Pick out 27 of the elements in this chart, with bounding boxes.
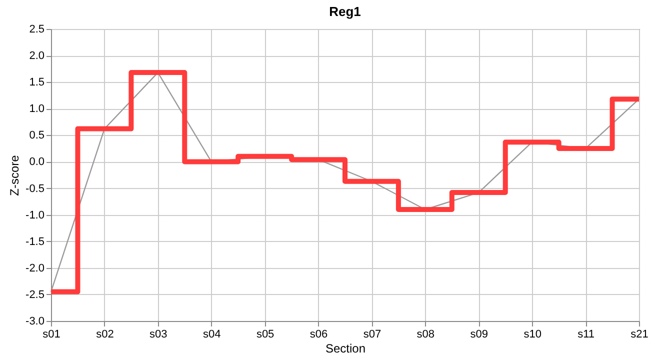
x-tick-label: s02 bbox=[96, 328, 114, 340]
x-tick-label: s05 bbox=[256, 328, 274, 340]
x-tick-label: s04 bbox=[202, 328, 221, 340]
y-tick-label: 1.0 bbox=[29, 103, 44, 116]
x-tick-label: s01 bbox=[42, 328, 60, 340]
y-tick-label: 0.0 bbox=[29, 156, 44, 168]
x-tick-label: s07 bbox=[363, 328, 382, 340]
y-axis-title: Z-score bbox=[8, 154, 22, 196]
y-tick-label: -0.5 bbox=[26, 182, 44, 195]
chart-title: Reg1 bbox=[329, 4, 361, 19]
y-tick-label: -1.0 bbox=[26, 209, 44, 222]
y-tick-label: 0.5 bbox=[29, 130, 44, 142]
x-tick-label: s08 bbox=[416, 328, 435, 340]
y-tick-label: -1.5 bbox=[26, 236, 44, 248]
x-axis-title: Section bbox=[325, 342, 366, 356]
x-tick-label: s21 bbox=[630, 328, 648, 340]
y-tick-label: -2.0 bbox=[26, 262, 44, 274]
y-tick-label: 2.0 bbox=[29, 50, 44, 62]
x-tick-label: s06 bbox=[310, 328, 328, 340]
x-tick-label: s11 bbox=[578, 328, 595, 340]
y-tick-label: 1.5 bbox=[29, 76, 44, 89]
y-tick-label: 2.5 bbox=[29, 24, 44, 36]
y-tick-label: -2.5 bbox=[26, 288, 44, 301]
x-tick-label: s10 bbox=[524, 328, 542, 340]
y-tick-label: -3.0 bbox=[26, 316, 44, 328]
x-tick-label: s09 bbox=[470, 328, 488, 340]
x-tick-label: s03 bbox=[150, 328, 168, 340]
